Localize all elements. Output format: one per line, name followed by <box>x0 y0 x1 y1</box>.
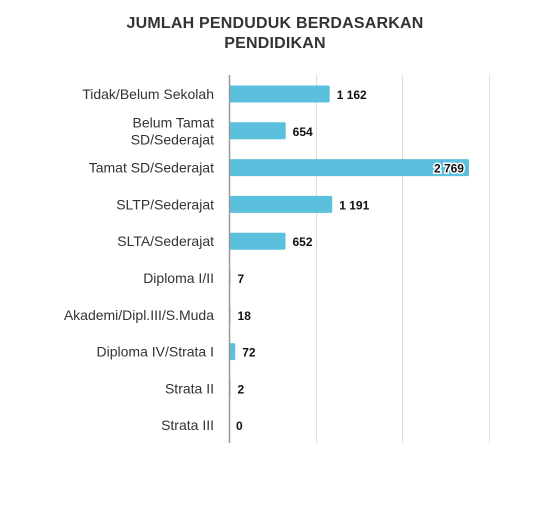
category-label-line: SLTA/Sederajat <box>117 233 214 249</box>
value-label-6: 18 <box>238 309 252 323</box>
category-label-2: Tamat SD/Sederajat <box>89 160 214 176</box>
bar-0 <box>229 85 330 103</box>
value-label-2: 2 769 <box>434 162 464 176</box>
category-label-3: SLTP/Sederajat <box>116 196 214 212</box>
category-label-7: Diploma IV/Strata I <box>97 344 215 360</box>
category-label-line: Diploma I/II <box>143 270 214 286</box>
category-label-line: Akademi/Dipl.III/S.Muda <box>64 307 214 323</box>
value-label-5: 7 <box>238 272 245 286</box>
value-label-8: 2 <box>238 382 245 396</box>
value-label-0: 1 162 <box>337 88 367 102</box>
chart-title-line-2: PENDIDIKAN <box>224 35 326 52</box>
category-label-5: Diploma I/II <box>143 270 214 286</box>
value-label-4: 652 <box>293 235 313 249</box>
category-label-line: Belum Tamat <box>133 114 215 130</box>
category-label-8: Strata II <box>165 380 214 396</box>
value-label-7: 72 <box>242 346 256 360</box>
category-label-line: SLTP/Sederajat <box>116 196 214 212</box>
chart-title: JUMLAH PENDUDUK BERDASARKAN PENDIDIKAN <box>0 14 550 54</box>
category-label-line: Strata III <box>161 417 214 433</box>
category-label-6: Akademi/Dipl.III/S.Muda <box>64 307 214 323</box>
category-label-line: Diploma IV/Strata I <box>97 344 215 360</box>
category-label-line: Tidak/Belum Sekolah <box>82 86 214 102</box>
category-label-4: SLTA/Sederajat <box>117 233 214 249</box>
category-label-line: SD/Sederajat <box>131 131 214 147</box>
category-label-9: Strata III <box>161 417 214 433</box>
category-label-0: Tidak/Belum Sekolah <box>82 86 214 102</box>
bar-2 <box>229 159 469 177</box>
bar-1 <box>229 122 286 140</box>
category-label-line: Tamat SD/Sederajat <box>89 160 214 176</box>
bar-7 <box>229 343 236 361</box>
bar-4 <box>229 232 286 250</box>
value-label-9: 0 <box>236 419 243 433</box>
category-label-line: Strata II <box>165 380 214 396</box>
bar-3 <box>229 195 333 213</box>
value-label-3: 1 191 <box>339 198 369 212</box>
chart-title-line-1: JUMLAH PENDUDUK BERDASARKAN <box>126 15 424 32</box>
category-label-1: Belum Tamat SD/Sederajat <box>131 114 214 147</box>
value-label-1: 654 <box>293 125 313 139</box>
